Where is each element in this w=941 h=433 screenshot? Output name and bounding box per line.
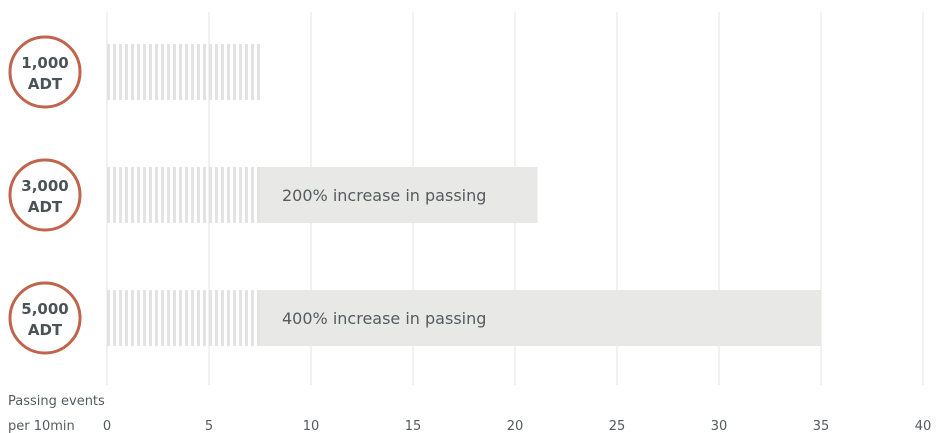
category-unit: ADT <box>28 198 63 216</box>
x-tick-label: 25 <box>609 419 626 433</box>
x-tick-label: 10 <box>303 419 320 433</box>
x-axis-title-line-2: per 10min <box>8 419 75 433</box>
x-tick-label: 35 <box>813 419 830 433</box>
x-tick-label: 5 <box>205 419 213 433</box>
x-axis-title-line-1: Passing events <box>8 394 105 409</box>
striped-bar <box>107 167 260 223</box>
bars: 200% increase in passing 400% increase in… <box>107 44 821 346</box>
category-unit: ADT <box>28 75 63 93</box>
category-badges: 1,000 ADT 3,000 ADT 5,000 ADT <box>8 35 82 355</box>
x-tick-label: 15 <box>405 419 422 433</box>
category-badge: 3,000 ADT <box>8 158 82 232</box>
category-badge: 5,000 ADT <box>8 281 82 355</box>
x-tick-label: 30 <box>711 419 728 433</box>
striped-bar <box>107 44 260 100</box>
category-unit: ADT <box>28 321 63 339</box>
category-label: 1,000 <box>21 54 68 72</box>
x-tick-label: 40 <box>915 419 932 433</box>
increase-bar <box>260 290 821 346</box>
x-axis: Passing events per 10min 0 5 10 15 20 25 30 35 4… <box>8 394 931 433</box>
x-tick-label: 20 <box>507 419 524 433</box>
striped-bar <box>107 290 260 346</box>
category-label: 3,000 <box>21 177 68 195</box>
x-tick-label: 0 <box>103 419 111 433</box>
bar-annotation: 200% increase in passing <box>282 186 486 205</box>
category-label: 5,000 <box>21 300 68 318</box>
bar-annotation: 400% increase in passing <box>282 309 486 328</box>
increase-bar <box>260 167 538 223</box>
category-badge: 1,000 ADT <box>8 35 82 109</box>
